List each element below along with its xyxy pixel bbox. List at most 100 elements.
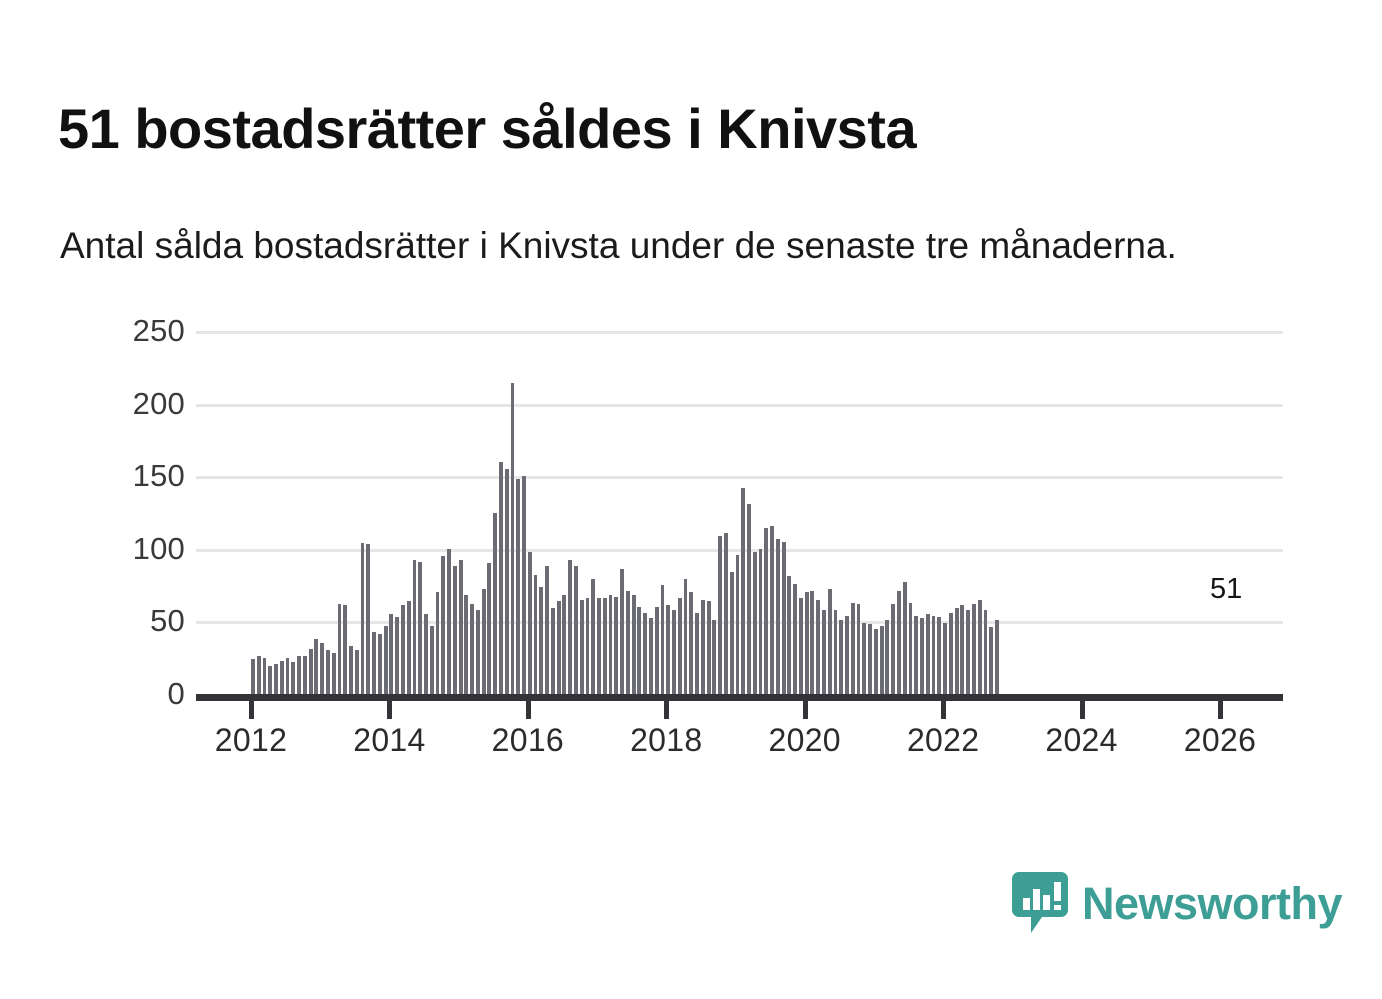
bar [383,625,388,694]
y-axis-tick-label: 100 [132,530,185,566]
x-axis-tick-mark [249,701,254,719]
bar [654,606,659,694]
gridline-100 [196,548,1283,552]
bar [770,525,774,694]
bar [314,638,319,694]
bar [504,468,509,694]
x-axis-tick-mark [941,701,947,719]
bar [914,615,919,694]
bar [389,614,394,694]
bar [274,663,278,694]
bar [798,598,803,694]
x-axis-tick-label: 2012 [214,722,288,758]
x-axis-line [196,694,1283,701]
bar [516,479,521,694]
bar [839,619,844,694]
bar [966,609,971,694]
bar-chart-speech-bubble-icon [1012,872,1068,934]
bar [735,554,740,694]
bar [729,572,734,694]
gridline-250 [196,331,1283,334]
bar [948,612,953,694]
bar [308,648,313,694]
bar [793,583,798,694]
bar [816,599,821,694]
bar [672,609,676,694]
newsworthy-logo: Newsworthy [1012,872,1343,934]
bar [377,634,382,694]
bar [418,561,423,694]
x-axis-tick-mark [1079,701,1085,719]
bar [262,657,267,694]
bar [804,592,809,694]
x-axis-tick-mark [387,701,393,719]
bar [372,631,376,694]
chart-subtitle: Antal sålda bostadsrätter i Knivsta unde… [60,225,1177,266]
bar [464,595,469,694]
bar [885,619,890,694]
bar [291,662,296,694]
y-axis-tick-label: 150 [132,458,185,494]
y-axis-tick-label: 200 [132,385,185,421]
bar [325,650,330,694]
bar [331,653,336,694]
x-axis-tick-label: 2024 [1045,722,1118,758]
bar [602,598,607,694]
bar [723,532,728,694]
bar [424,614,428,694]
bar [775,538,780,694]
highlight-value-label: 51 [1210,573,1243,605]
bar [983,609,988,694]
y-axis-tick-label: 50 [150,603,185,639]
bar [614,596,619,694]
x-axis-tick-label: 2014 [353,722,426,758]
x-axis-tick-label: 2026 [1183,722,1257,758]
bar [827,589,832,694]
bar [689,592,694,694]
bar [931,615,936,694]
x-axis-tick-label: 2016 [491,722,565,758]
bar [470,603,475,694]
bar [320,643,325,694]
page-title: 51 bostadsrätter såldes i Knivsta [58,96,917,160]
bar [954,608,959,694]
bar [608,595,613,694]
gridline-200 [196,403,1283,407]
bar [545,566,550,694]
bar [845,615,849,694]
gridline-150 [196,476,1283,480]
bar [856,603,861,694]
bar [666,605,671,694]
x-axis-tick-mark [802,701,808,719]
bar [533,574,538,694]
bar [620,569,624,694]
bar [412,560,417,694]
bar [971,603,976,694]
bar [850,602,855,694]
bar [550,608,555,694]
bar [977,599,982,694]
bar [568,560,573,694]
bar [925,614,930,694]
bar [718,535,723,694]
bar [400,605,405,694]
bar [995,619,999,694]
bar [354,650,359,694]
bar [937,617,942,694]
bar [920,618,924,694]
bar [487,563,492,694]
bar [683,579,688,694]
bar [631,595,636,694]
bar [441,556,446,694]
bar [574,566,578,694]
bar [429,625,434,694]
bar [268,666,273,694]
x-axis-tick-label: 2020 [768,722,841,758]
bar [677,598,682,694]
bar [787,576,792,694]
bar [591,579,596,694]
bar [700,599,705,694]
bar [349,646,353,694]
